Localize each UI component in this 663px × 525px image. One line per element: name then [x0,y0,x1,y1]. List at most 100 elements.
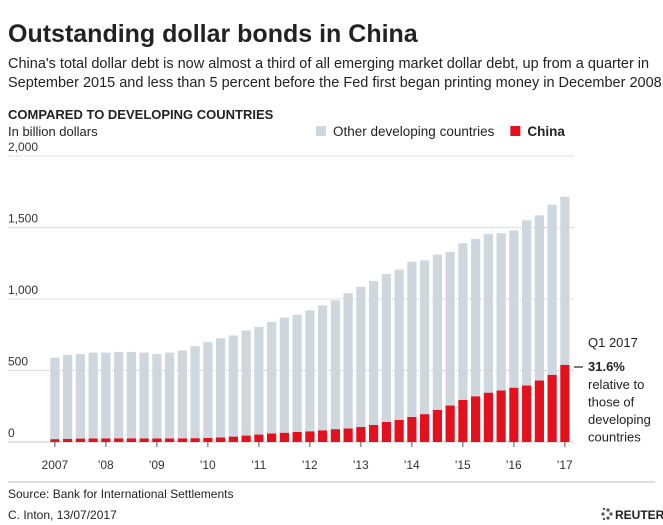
bar-segment [445,405,455,442]
bar-segment [88,438,98,442]
bar-segment [152,354,162,439]
bar-segment [165,352,175,439]
bar-segment [126,351,136,439]
bar-segment [101,438,111,442]
heading: COMPARED TO DEVELOPING COUNTRIES [8,107,274,122]
y-axis-label: In billion dollars [8,124,98,139]
bar-segment [88,352,98,439]
bar-segment [471,396,481,442]
bar-segment [509,230,519,388]
bar-segment [432,409,442,442]
bar-segment [547,374,557,442]
bar-segment [267,321,277,434]
bar-segment [101,352,111,439]
bar-segment [50,439,60,442]
bar-segment [458,399,468,442]
bar-segment [407,261,417,417]
bar-segment [330,300,340,430]
source: Source: Bank for International Settlemen… [8,487,233,501]
bar-segment [394,269,404,420]
x-tick-label: '16 [506,458,522,472]
bar-segment [63,438,73,442]
bar-segment [254,434,264,442]
bar-segment [50,357,60,440]
bar-segment [203,437,213,442]
x-tick-label: '14 [404,458,420,472]
bar-segment [560,196,570,365]
bar-segment [292,314,302,432]
bar-segment [152,438,162,442]
bar-segment [254,326,264,435]
bar-segment [483,392,493,442]
bar-segment [522,385,532,442]
bar-segment [228,335,238,437]
x-tick-label: '09 [149,458,165,472]
bar-segment [139,438,149,442]
bar-segment [190,346,200,439]
bar-segment [241,435,251,442]
bar-segment [471,238,481,397]
bar-segment [165,438,175,442]
brand: REUTERS [615,508,663,522]
bar-segment [407,416,417,442]
bar-segment [241,330,251,436]
bar-segment [522,220,532,386]
bar-segment [279,317,289,433]
bar-segment [534,380,544,442]
y-tick-label: 2,000 [8,140,38,154]
bar-segment [292,431,302,442]
subtitle: China's total dollar debt is now almost … [8,56,649,72]
x-tick-label: 2007 [42,458,69,472]
bar-segment [496,390,506,442]
bar-segment [216,338,226,438]
bar-segment [318,430,328,442]
annotation-text: relative to [588,377,644,392]
subtitle: September 2015 and less than 5 percent b… [8,75,663,91]
bar-segment [445,251,455,406]
y-tick-label: 1,500 [8,212,38,226]
bar-segment [318,305,328,431]
bar-segment [343,428,353,442]
bar-segment [483,233,493,393]
bar-segment [75,438,85,442]
bar-segment [369,424,379,442]
bar-segment [126,438,136,442]
y-tick-label: 500 [8,355,28,369]
y-tick-label: 0 [8,426,15,440]
bar-segment [114,351,124,439]
bar-segment [190,438,200,442]
x-tick-label: '12 [302,458,318,472]
bar-segment [216,437,226,442]
bar-segment [394,419,404,442]
bar-segment [496,233,506,391]
legend-label: China [527,124,565,139]
bar-segment [534,215,544,381]
annotation-period: Q1 2017 [588,335,638,350]
annotation-text: developing [588,412,651,427]
x-tick-label: '17 [557,458,573,472]
legend-label: Other developing countries [333,124,495,139]
bar-segment [279,432,289,442]
x-tick-label: '13 [353,458,369,472]
bar-segment [560,364,570,442]
bar-segment [75,354,85,439]
bar-segment [305,310,315,432]
annotation-text: those of [588,395,635,410]
y-tick-label: 1,000 [8,283,38,297]
legend-swatch [316,126,326,136]
bar-segment [509,387,519,442]
annotation-text: countries [588,430,641,445]
bar-segment [420,414,430,442]
annotation-value: 31.6% [588,359,625,374]
chart-title: Outstanding dollar bonds in China [8,20,419,48]
bar-segment [305,431,315,442]
bar-segment [381,421,391,442]
bar-segment [381,273,391,422]
bar-segment [432,254,442,410]
bar-segment [114,438,124,442]
bar-segment [177,350,187,439]
x-tick-label: '11 [252,458,267,472]
bar-segment [458,243,468,400]
bar-segment [356,286,366,427]
